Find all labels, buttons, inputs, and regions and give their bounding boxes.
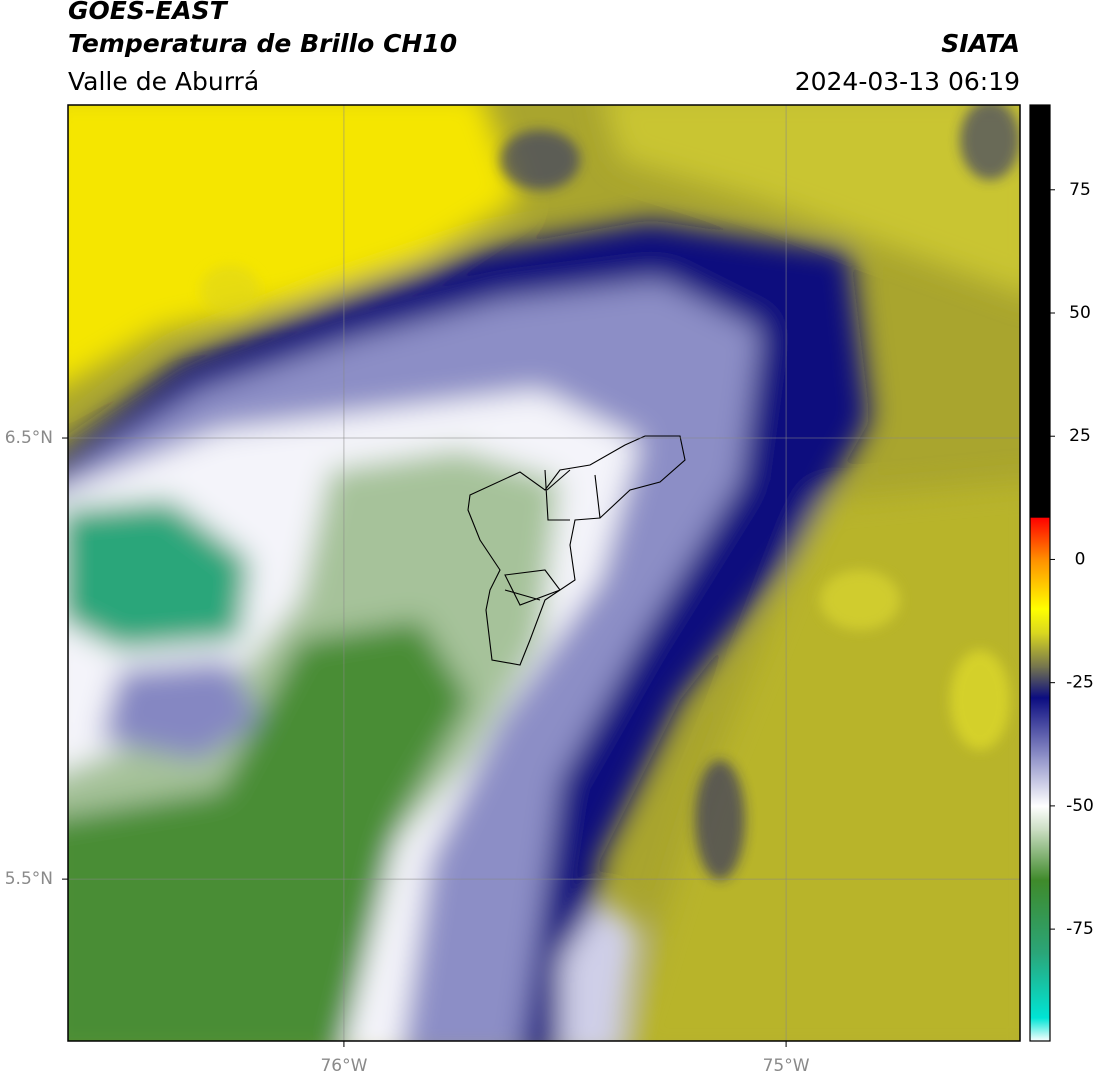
colorbar-segment — [1030, 559, 1050, 610]
colorbar-frame — [1029, 104, 1051, 1042]
colorbar-segment — [1030, 1017, 1050, 1042]
map-frame — [67, 104, 1021, 1042]
colorbar-tick-label: -75 — [1066, 919, 1094, 939]
x-tick-label: 75°W — [763, 1056, 810, 1076]
colorbar-tick-label: 75 — [1069, 180, 1091, 200]
colorbar-tick-label: -50 — [1066, 796, 1094, 816]
colorbar-segment — [1030, 633, 1050, 669]
satellite-field — [68, 105, 1020, 1041]
colorbar-segment — [1030, 608, 1050, 634]
colorbar-tick-label: -25 — [1066, 673, 1094, 693]
colorbar-tick-label: 25 — [1069, 426, 1091, 446]
subtitle: Temperatura de Brillo CH10 — [68, 29, 457, 58]
colorbar-segment — [1030, 105, 1050, 518]
source: SIATA — [941, 29, 1020, 58]
colorbar-tick-label: 50 — [1069, 303, 1091, 323]
colorbar-segment — [1030, 697, 1050, 758]
colorbar-segment — [1030, 517, 1050, 560]
colorbar-segment — [1030, 667, 1050, 698]
colorbar-tick-label: 0 — [1075, 549, 1086, 569]
x-tick-label: 76°W — [320, 1056, 367, 1076]
y-tick-label: 6.5°N — [5, 428, 53, 448]
colorbar-segment — [1030, 756, 1050, 807]
colorbar-segment — [1030, 830, 1050, 881]
colorbar-segment — [1030, 879, 1050, 955]
datetime: 2024-03-13 06:19 — [795, 67, 1020, 96]
title: GOES-EAST — [68, 0, 229, 25]
colorbar-segment — [1030, 953, 1050, 1019]
colorbar-segment — [1030, 805, 1050, 832]
y-tick-label: 5.5°N — [5, 869, 53, 889]
region: Valle de Aburrá — [68, 67, 259, 96]
